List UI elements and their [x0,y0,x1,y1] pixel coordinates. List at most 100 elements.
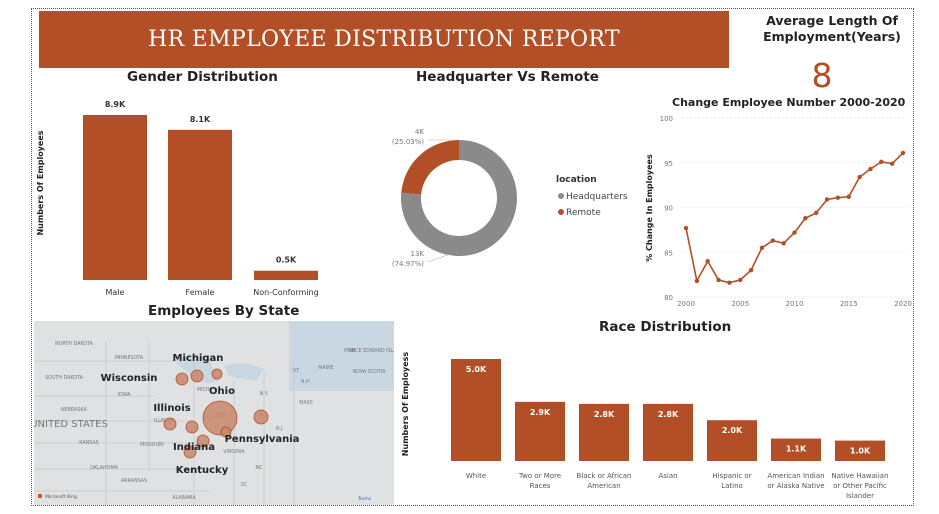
great-lakes-east [224,363,264,381]
line-point [846,194,851,199]
state-bubble [183,445,197,459]
state-bubble [175,372,189,386]
map-region-label: N.H. [301,379,311,385]
race-bar-label: 5.0K [466,365,487,374]
map-terms-link: Terms [357,496,372,502]
headquarters-slice [401,140,517,256]
line-ytick-label: 85 [664,249,673,257]
gender-ylabel: Numbers Of Employees [36,130,45,235]
race-category-label: or Other Pacific [833,482,887,490]
state-label: Kentucky [176,465,229,476]
map-region-label: MAINE [318,365,333,371]
state-label: Wisconsin [101,373,158,384]
race-bar-label: 2.8K [658,410,679,419]
location-legend-title: location [556,175,597,185]
line-point [792,230,797,235]
map-region-label: SC [241,482,248,488]
gender-category-label: Female [186,288,215,297]
state-label: Illinois [153,403,190,414]
gender-bar [254,270,318,280]
race-category-label: Asian [658,472,677,480]
line-ytick-label: 80 [664,294,673,302]
map-region-label: NC [256,465,264,471]
legend-marker [558,193,564,199]
race-category-label: Black or African [577,472,632,480]
map-region-label: SOUTH DAKOTA [45,375,84,381]
state-bubble [253,409,269,425]
state-label: Pennsylvania [225,434,300,445]
line-point [694,278,700,284]
gender-bar-label: 8.1K [190,115,211,124]
race-bar [579,403,629,461]
race-category-label: American [587,482,620,490]
map-region-label: NORTH DAKOTA [55,341,94,347]
state-bubble [163,417,177,431]
map-water [289,321,394,391]
map-canvas: NORTH DAKOTA MINNESOTA SOUTH DAKOTA IOWA NEB… [34,321,394,505]
dashboard-frame [31,8,914,506]
legend-marker [558,209,564,215]
map-region-label: NEBRASKA [61,407,87,413]
state-bubble [211,368,223,380]
line-point [900,150,906,156]
line-point [770,238,775,243]
line-point [889,161,895,166]
race-ylabel: Numbers Of Employess [401,352,410,457]
map-region-label: VIRGINIA [223,449,245,455]
map-region-label: PRINCE EDWARD ISLAND [344,348,394,354]
map-region-label: MICHI [197,387,211,393]
remote-percent-label: (25.03%) [392,138,424,146]
line-xtick-label: 2010 [786,300,804,308]
race-category-label: Races [530,482,551,490]
line-point [781,241,786,246]
line-point [738,277,743,283]
legend-item-label: Headquarters [566,192,628,202]
bing-logo-icon [38,494,42,498]
race-category-label: American Indian [767,472,824,480]
line-point [705,259,710,264]
state-bubble [202,400,238,436]
kpi-title: Average Length Of Employment(Years) [763,13,901,44]
race-category-label: Latino [721,482,743,490]
race-bar [707,420,757,461]
gender-bar-label: 8.9K [105,100,126,109]
state-map[interactable]: NORTH DAKOTA MINNESOTA SOUTH DAKOTA IOWA NEB… [34,321,394,505]
race-bar-label: 1.1K [786,445,807,454]
line-xtick-label: 2020 [894,300,912,308]
gender-bar [83,115,147,280]
state-bubble [185,420,199,434]
map-region-label: KANSAS [79,440,98,446]
race-bar-label: 2.8K [594,410,615,419]
line-point [683,225,689,231]
race-category-label: Hispanic or [712,472,751,480]
line-point [879,159,884,165]
map-region-label: VT [293,368,299,374]
race-category-label: Two or More [518,472,561,480]
line-xtick-label: 2005 [731,300,749,308]
hq-percent-label: (74.97%) [392,260,424,268]
state-label: Indiana [173,442,215,453]
bing-brand: Microsoft Bing [45,494,77,500]
gender-category-label: Male [106,288,125,297]
gender-chart-title: Gender Distribution [127,69,278,85]
map-region-label: ALABAMA [172,495,196,501]
gender-bar-label: 0.5K [276,256,297,265]
race-bar [515,401,565,461]
line-point [835,195,841,200]
line-ylabel: % Change In Employees [645,154,654,262]
line-ytick-label: 95 [664,160,673,168]
line-point [748,267,754,273]
race-chart-title: Race Distribution [599,319,732,335]
change-line [685,152,904,284]
gender-category-label: Non-Conforming [253,288,318,297]
line-point [716,277,721,283]
line-ytick-label: 100 [660,115,673,123]
line-point [857,174,862,180]
map-region-label: IOWA [118,392,132,398]
map-region-label: NB [349,348,356,354]
race-bar [771,438,821,461]
state-label: Ohio [209,386,235,397]
race-bar [835,440,885,461]
map-region-label: MISSOURI [140,442,164,448]
